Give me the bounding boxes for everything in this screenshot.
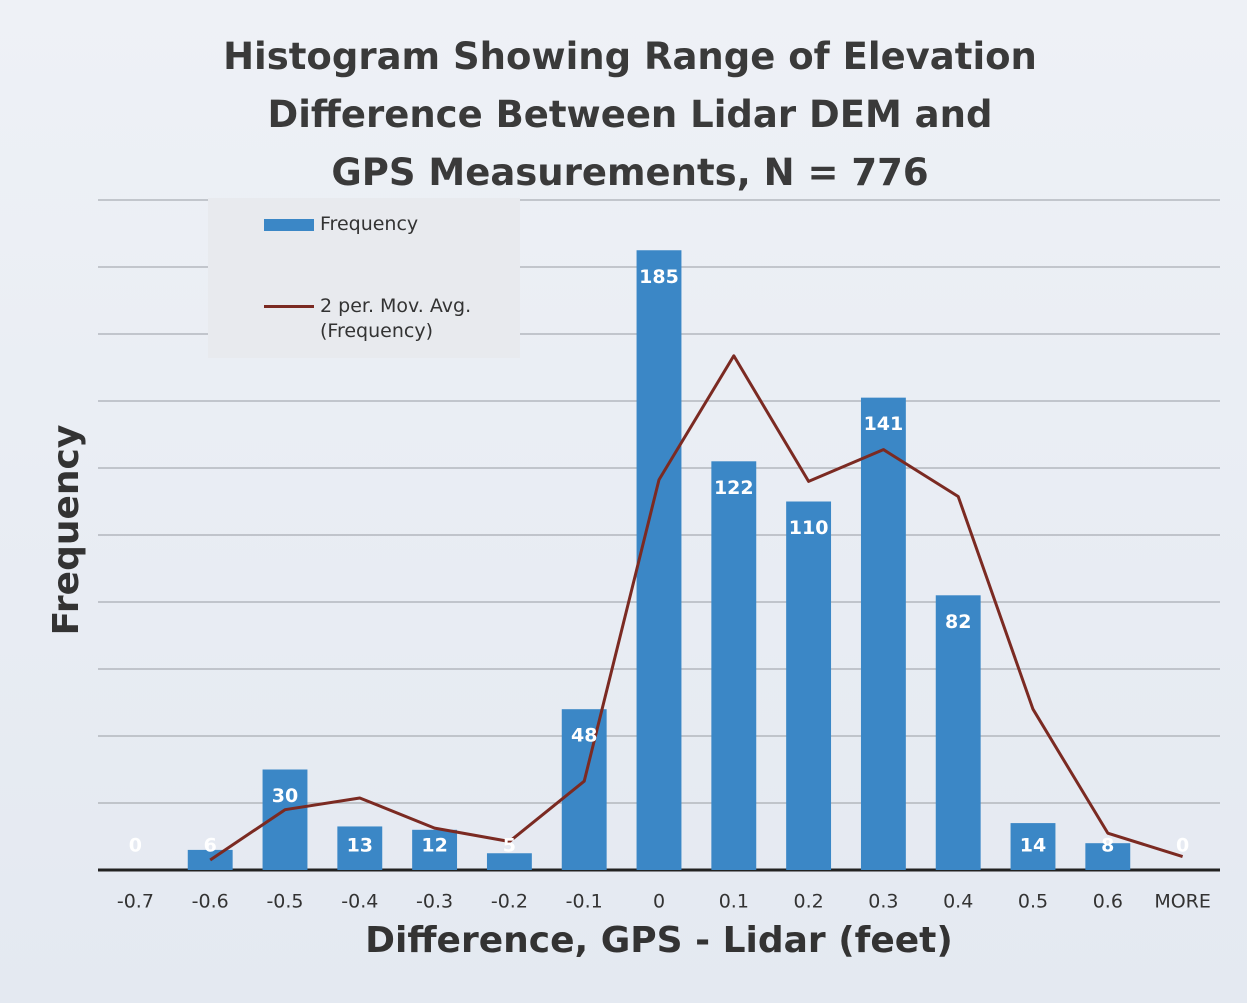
bar	[486, 853, 532, 870]
chart-title: Histogram Showing Range of Elevation Dif…	[223, 35, 1037, 194]
x-tick-label: 0.6	[1093, 891, 1123, 913]
data-label: 141	[864, 413, 904, 435]
x-tick-label: -0.3	[416, 891, 453, 913]
bar	[337, 826, 383, 870]
x-tick-label: 0.4	[943, 891, 973, 913]
data-label: 12	[421, 835, 447, 857]
x-tick-label: -0.2	[491, 891, 528, 913]
x-tick-label: 0.5	[1018, 891, 1048, 913]
bar	[860, 397, 906, 870]
data-label: 14	[1020, 835, 1046, 857]
bar	[935, 595, 981, 870]
bar	[786, 501, 832, 870]
x-tick-label: 0.1	[719, 891, 749, 913]
x-tick-label: 0.2	[793, 891, 823, 913]
legend-label: 2 per. Mov. Avg. (Frequency)	[320, 295, 472, 342]
legend-item: Frequency	[264, 212, 520, 237]
x-tick-label: -0.7	[117, 891, 154, 913]
bar	[711, 461, 757, 870]
data-label: 185	[639, 266, 679, 288]
data-label: 5	[503, 835, 516, 857]
y-axis-title: Frequency	[46, 425, 87, 636]
bar	[1010, 823, 1056, 870]
data-label: 82	[945, 611, 971, 633]
legend-item: 2 per. Mov. Avg. (Frequency)	[264, 294, 520, 344]
bar	[1085, 843, 1131, 870]
moving-average-line	[209, 354, 1184, 862]
data-label: 8	[1101, 835, 1114, 857]
x-tick-label: 0.3	[868, 891, 898, 913]
legend-swatch	[264, 305, 314, 308]
bar	[412, 829, 458, 870]
x-tick-label: -0.6	[192, 891, 229, 913]
data-label: 13	[347, 835, 373, 857]
bar	[636, 250, 682, 870]
legend: Frequency 2 per. Mov. Avg. (Frequency)	[208, 198, 520, 358]
data-label: 122	[714, 477, 754, 499]
bar	[561, 709, 607, 870]
legend-label: Frequency	[320, 213, 419, 235]
x-tick-label: -0.1	[566, 891, 603, 913]
x-tick-label: MORE	[1154, 891, 1211, 913]
x-tick-label: -0.4	[341, 891, 378, 913]
data-label: 6	[204, 835, 217, 857]
x-tick-label: -0.5	[266, 891, 303, 913]
legend-swatch	[264, 219, 314, 231]
data-label: 110	[789, 517, 829, 539]
x-axis-title: Difference, GPS - Lidar (feet)	[365, 920, 953, 961]
data-label: 48	[571, 725, 597, 747]
x-tick-label: 0	[653, 891, 665, 913]
data-label: 0	[1176, 835, 1189, 857]
data-label: 0	[129, 835, 142, 857]
data-label: 30	[272, 785, 298, 807]
